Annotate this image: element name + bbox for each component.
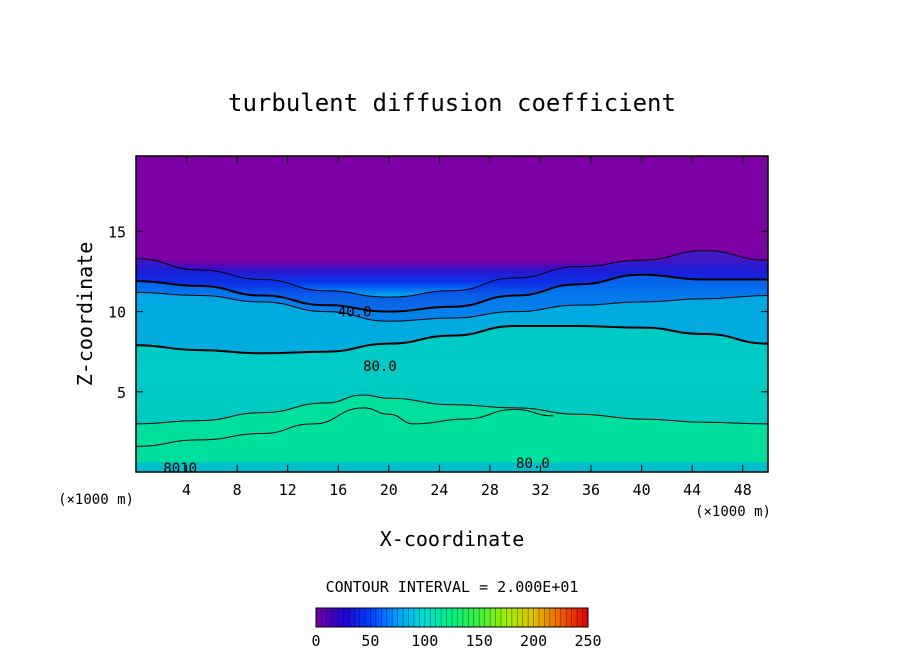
- contour-label: 80.0: [516, 456, 550, 472]
- colorbar-stripes: [321, 608, 583, 627]
- x-tick-label: 28: [481, 481, 499, 499]
- colorbar-ticks: 0 50 100 150 200 250: [311, 632, 601, 650]
- contour-layer: [136, 250, 768, 447]
- colorbar: 0 50 100 150 200 250: [311, 607, 602, 650]
- colorbar-frame: [315, 607, 589, 628]
- contour-label: 40.0: [338, 305, 372, 321]
- x-unit-left: (×1000 m): [58, 492, 134, 508]
- colorbar-tick-label: 50: [361, 632, 379, 650]
- surface-band: [136, 462, 768, 472]
- x-tick-label: 8: [233, 481, 242, 499]
- contour-label: 8010: [163, 461, 197, 477]
- colorbar-tick-label: 150: [466, 632, 493, 650]
- x-tick-label: 16: [329, 481, 347, 499]
- colorbar-tick-label: 0: [311, 632, 320, 650]
- y-tick-label: 10: [108, 304, 126, 322]
- contour-interval-note: CONTOUR INTERVAL = 2.000E+01: [326, 578, 579, 596]
- x-tick-label: 36: [582, 481, 600, 499]
- x-axis: 4 8 12 16 20 24 28 32 36 40 44 48: [182, 156, 752, 499]
- x-tick-label: 12: [279, 481, 297, 499]
- contour-label-layer: 40.0 80.0 80.0 8010: [163, 305, 550, 477]
- x-tick-label: 48: [734, 481, 752, 499]
- x-tick-label: 32: [531, 481, 549, 499]
- contour-line: [136, 273, 768, 313]
- x-tick-label: 20: [380, 481, 398, 499]
- contour-line: [136, 325, 768, 355]
- x-axis-label: X-coordinate: [380, 527, 525, 551]
- x-tick-label: 40: [633, 481, 651, 499]
- plot-frame: [135, 155, 769, 473]
- contour-line: [136, 250, 768, 298]
- contour-line: [136, 291, 768, 322]
- colorbar-tick-label: 200: [520, 632, 547, 650]
- contour-label: 80.0: [363, 359, 397, 375]
- colorbar-tick-label: 250: [574, 632, 601, 650]
- chart-title: turbulent diffusion coefficient: [228, 89, 676, 117]
- contour-line: [136, 407, 554, 447]
- y-axis-label: Z-coordinate: [73, 242, 97, 387]
- y-tick-label: 15: [108, 223, 126, 241]
- contour-line: [136, 394, 768, 425]
- shading-band: [136, 395, 768, 472]
- y-tick-label: 5: [117, 384, 126, 402]
- x-tick-label: 4: [182, 481, 191, 499]
- colorbar-tick-label: 100: [411, 632, 438, 650]
- y-axis: 5 10 15: [108, 223, 768, 402]
- x-tick-label: 24: [430, 481, 448, 499]
- x-tick-label: 44: [683, 481, 701, 499]
- x-unit-right: (×1000 m): [695, 504, 771, 520]
- plot-area: 40.0 80.0 80.0 8010: [136, 156, 768, 477]
